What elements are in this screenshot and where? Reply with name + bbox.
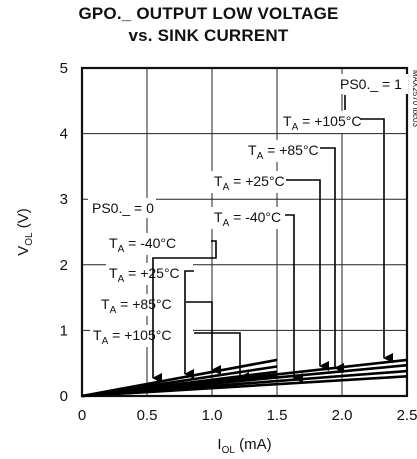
arrow-left-2 — [186, 301, 221, 375]
annotation-bg — [211, 207, 285, 229]
chart-title: GPO._ OUTPUT LOW VOLTAGE — [78, 4, 339, 23]
annotation-right-0: TA = -40°C — [214, 209, 281, 229]
x-tick-label: 0.5 — [137, 407, 158, 424]
y-tick-label: 1 — [60, 322, 68, 339]
arrow-right-1 — [286, 179, 329, 371]
chart-subtitle: vs. SINK CURRENT — [128, 26, 289, 45]
y-tick-label: 5 — [60, 60, 68, 77]
annotation-bg — [88, 198, 156, 218]
series-line-g1 — [81, 375, 408, 398]
annotation-left-2: TA = +85°C — [101, 296, 172, 316]
arrow-right-3 — [360, 118, 393, 363]
annotation-ps1-label: PS0._ = 1 — [340, 76, 402, 92]
annotation-left-1: TA = +25°C — [109, 265, 180, 285]
arrow-left-3 — [194, 332, 249, 382]
arrow-left-1 — [184, 270, 194, 379]
x-tick-label: 1.0 — [202, 407, 223, 424]
annotation-ps0-label: PS0._ = 0 — [92, 200, 154, 216]
plot-frame — [80, 66, 409, 398]
arrow-right-0 — [285, 214, 303, 383]
annotation-bg — [106, 263, 193, 285]
y-tick-label: 3 — [60, 191, 68, 208]
annotation-right-1: TA = +25°C — [214, 173, 285, 193]
annotation-bg — [280, 111, 361, 133]
annotation-bg — [90, 325, 193, 347]
y-tick-label: 4 — [60, 126, 68, 143]
annotation-bg — [98, 294, 185, 316]
annotation-right-3: TA = +105°C — [283, 113, 361, 133]
annotation-bg — [106, 233, 210, 255]
annotation-bg — [245, 140, 319, 162]
arrow-right-2 — [320, 147, 344, 373]
annotation-bg — [336, 74, 408, 94]
annotation-left-0: TA = -40°C — [109, 235, 176, 255]
annotation-right-2: TA = +85°C — [248, 142, 319, 162]
x-tick-label: 2.5 — [397, 407, 417, 424]
x-tick-label: 2.0 — [332, 407, 353, 424]
x-tick-label: 1.5 — [267, 407, 288, 424]
x-axis-label: IOL (mA) — [217, 436, 271, 456]
y-axis-label: VOL (V) — [15, 208, 35, 256]
arrow-left-0 — [152, 240, 217, 383]
watermark-text: MAX2570 toc03 — [411, 70, 417, 127]
y-tick-label: 2 — [60, 257, 68, 274]
annotation-bg — [211, 171, 285, 193]
annotation-left-3: TA = +105°C — [93, 327, 171, 347]
y-tick-label: 0 — [60, 388, 68, 405]
x-tick-label: 0 — [78, 407, 86, 424]
